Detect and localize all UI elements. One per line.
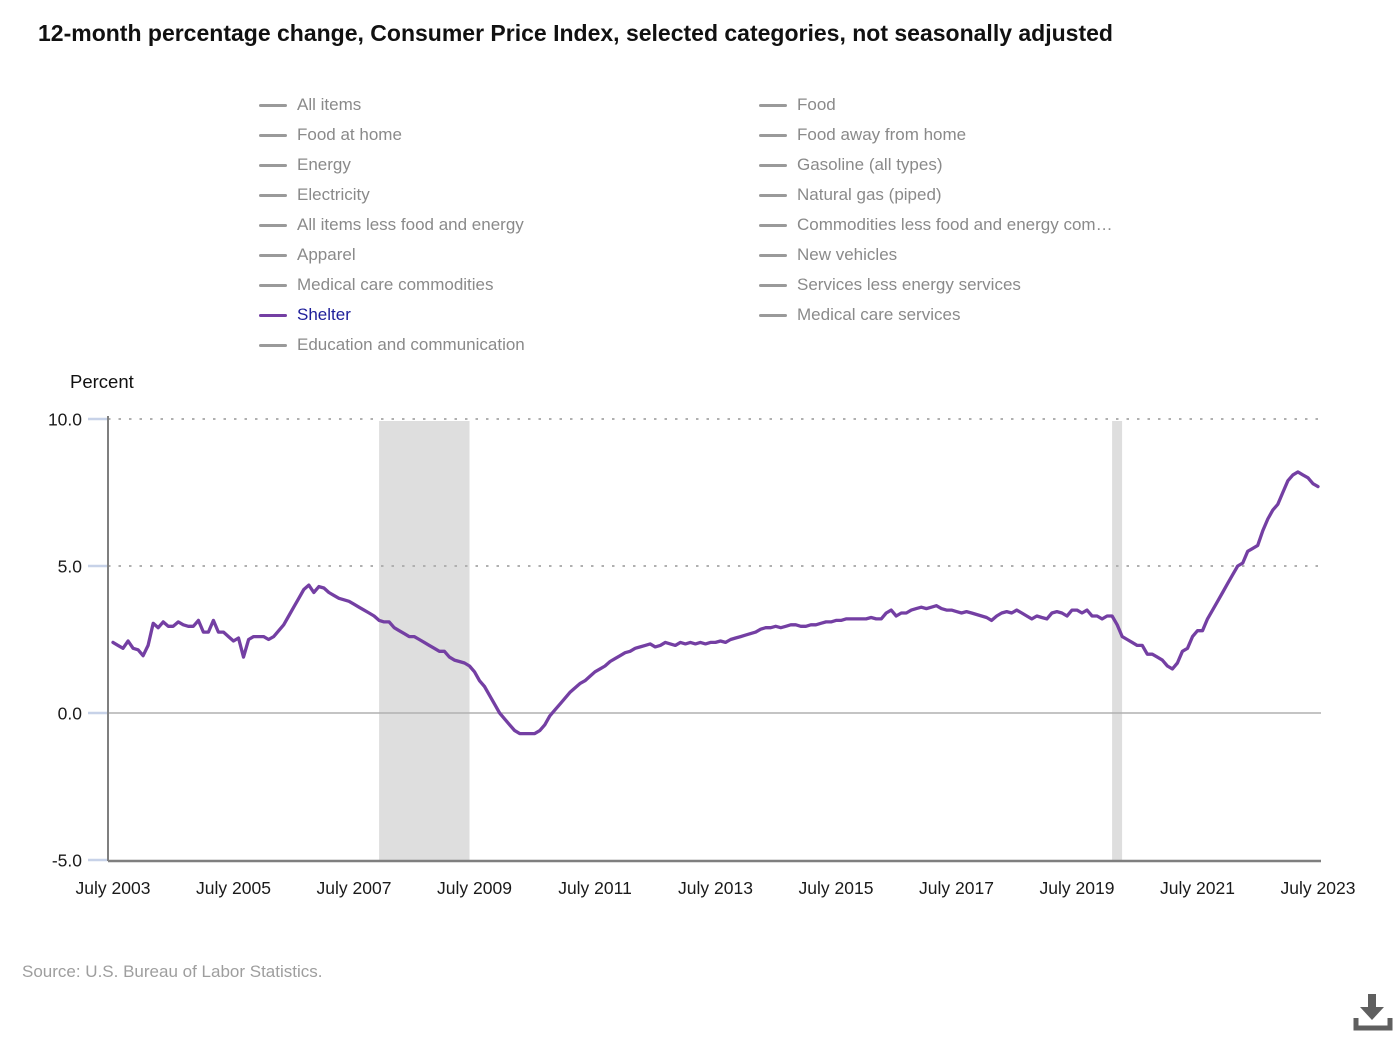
legend-swatch-icon	[759, 283, 787, 287]
legend-swatch-icon	[259, 313, 287, 317]
x-axis-tick-label: July 2003	[76, 878, 151, 898]
legend-swatch-icon	[259, 253, 287, 257]
legend-label: All items	[297, 95, 362, 114]
legend-swatch-icon	[759, 253, 787, 257]
legend-label: Education and communication	[297, 335, 525, 354]
legend-item-shelter[interactable]: Shelter	[259, 300, 525, 330]
x-axis-tick-label: July 2021	[1160, 878, 1235, 898]
legend-column-right: Food Food away from home Gasoline (all typ…	[759, 90, 1113, 330]
legend-label: Food away from home	[797, 125, 967, 144]
legend-item-apparel[interactable]: Apparel	[259, 240, 525, 270]
legend-item-gasoline-all-types[interactable]: Gasoline (all types)	[759, 150, 1113, 180]
legend-item-all-items[interactable]: All items	[259, 90, 525, 120]
legend-label: Food at home	[297, 125, 402, 144]
x-axis-tick-label: July 2009	[437, 878, 512, 898]
legend-swatch-icon	[259, 193, 287, 197]
legend-item-education-and-communication[interactable]: Education and communication	[259, 330, 525, 360]
legend-label: Medical care commodities	[297, 275, 494, 294]
chart-title: 12-month percentage change, Consumer Pri…	[38, 20, 1113, 46]
legend-item-services-less-energy-services[interactable]: Services less energy services	[759, 270, 1113, 300]
legend-label: Natural gas (piped)	[797, 185, 942, 204]
legend-label: Food	[797, 95, 836, 114]
x-axis-tick-label: July 2017	[919, 878, 994, 898]
legend-label: All items less food and energy	[297, 215, 524, 234]
shelter-series-line	[111, 470, 1320, 736]
legend-item-food-away-from-home[interactable]: Food away from home	[759, 120, 1113, 150]
x-axis-tick-label: July 2015	[799, 878, 874, 898]
legend-swatch-icon	[759, 103, 787, 107]
legend-swatch-icon	[259, 133, 287, 137]
y-axis-tick-label: 5.0	[58, 557, 83, 577]
legend-label: Commodities less food and energy com…	[797, 215, 1113, 234]
x-axis-tick-label: July 2011	[558, 878, 632, 898]
legend-item-food-at-home[interactable]: Food at home	[259, 120, 525, 150]
recession-band	[1112, 421, 1123, 861]
legend-swatch-icon	[759, 223, 787, 227]
download-icon[interactable]	[1350, 992, 1394, 1036]
legend-column-left: All items Food at home Energy Electricity Al…	[259, 90, 525, 360]
source-attribution: Source: U.S. Bureau of Labor Statistics.	[22, 962, 323, 981]
legend-item-energy[interactable]: Energy	[259, 150, 525, 180]
legend-swatch-icon	[759, 193, 787, 197]
legend-label: Services less energy services	[797, 275, 1021, 294]
legend-label: Electricity	[297, 185, 370, 204]
legend-swatch-icon	[759, 163, 787, 167]
legend-item-electricity[interactable]: Electricity	[259, 180, 525, 210]
y-axis-tick-label: -5.0	[52, 851, 82, 871]
x-axis-tick-label: July 2013	[678, 878, 753, 898]
legend-item-medical-care-services[interactable]: Medical care services	[759, 300, 1113, 330]
x-axis-tick-label: July 2007	[317, 878, 392, 898]
legend-label: Apparel	[297, 245, 356, 264]
y-axis-tick-label: 0.0	[58, 704, 83, 724]
legend-label: Gasoline (all types)	[797, 155, 943, 174]
y-axis-tick-label: 10.0	[48, 410, 82, 430]
legend-item-all-items-less-food-and-energy[interactable]: All items less food and energy	[259, 210, 525, 240]
legend-item-commodities-less-food-and-energy-com[interactable]: Commodities less food and energy com…	[759, 210, 1113, 240]
y-axis-title: Percent	[70, 371, 134, 392]
legend-swatch-icon	[259, 223, 287, 227]
legend-swatch-icon	[259, 163, 287, 167]
legend-swatch-icon	[759, 133, 787, 137]
x-axis-tick-label: July 2019	[1040, 878, 1115, 898]
legend-label: Medical care services	[797, 305, 961, 324]
legend-item-new-vehicles[interactable]: New vehicles	[759, 240, 1113, 270]
legend-swatch-icon	[259, 343, 287, 347]
x-axis-tick-label: July 2005	[196, 878, 271, 898]
legend-item-medical-care-commodities[interactable]: Medical care commodities	[259, 270, 525, 300]
legend-item-food[interactable]: Food	[759, 90, 1113, 120]
legend-label: New vehicles	[797, 245, 898, 264]
legend-label: Energy	[297, 155, 351, 174]
legend-swatch-icon	[259, 103, 287, 107]
x-axis-tick-label: July 2023	[1281, 878, 1356, 898]
legend-item-natural-gas-piped[interactable]: Natural gas (piped)	[759, 180, 1113, 210]
legend-swatch-icon	[759, 313, 787, 317]
legend-swatch-icon	[259, 283, 287, 287]
legend-label: Shelter	[297, 305, 351, 324]
